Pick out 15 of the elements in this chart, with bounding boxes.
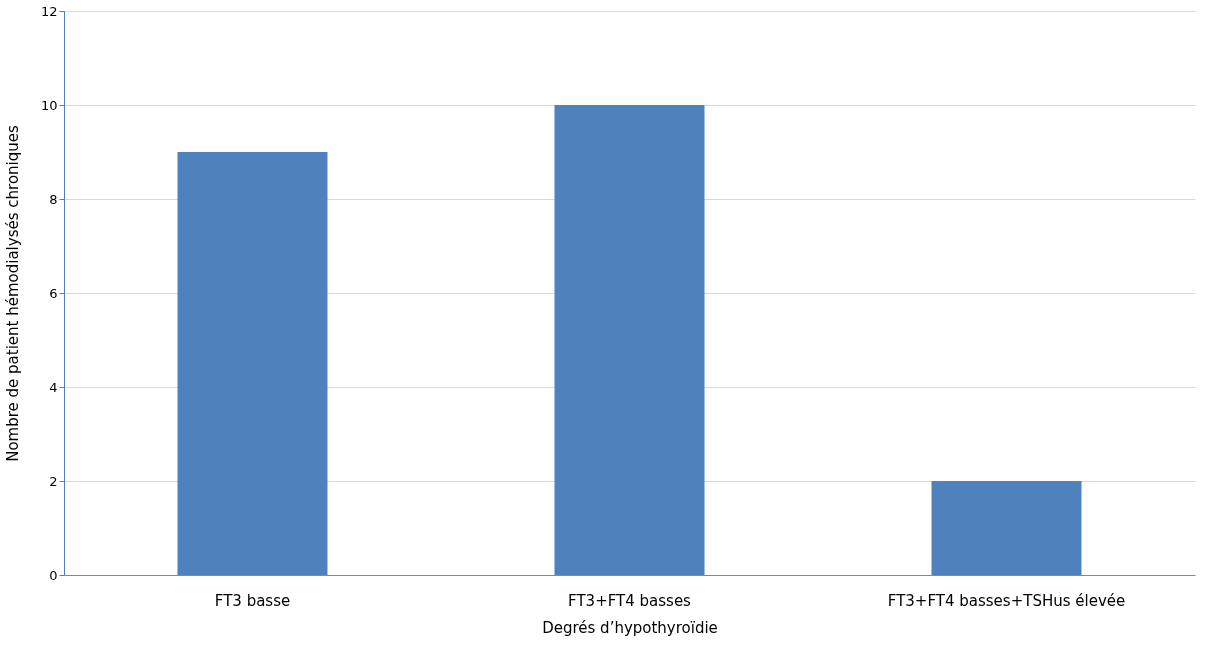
y-axis-title: Nombre de patient hémodialysés chroniques [3,125,22,462]
y-tick-label: 4 [49,379,58,395]
y-tick-label: 0 [49,567,58,583]
x-tick-label: FT3+FT4 basses+TSHus élevée [887,591,1126,610]
y-tick-label: 6 [49,285,58,301]
x-tick-label: FT3+FT4 basses [568,591,692,610]
y-tick-label: 8 [49,191,58,207]
x-axis-title: Degrés d’hypothyroïdie [542,618,718,637]
bar [177,152,328,575]
y-tick-label: 12 [40,3,58,19]
y-tick-label: 10 [40,97,58,113]
bar [554,105,705,575]
y-tick-label: 2 [49,473,58,489]
bar [931,481,1082,575]
x-tick-label: FT3 basse [214,591,291,610]
